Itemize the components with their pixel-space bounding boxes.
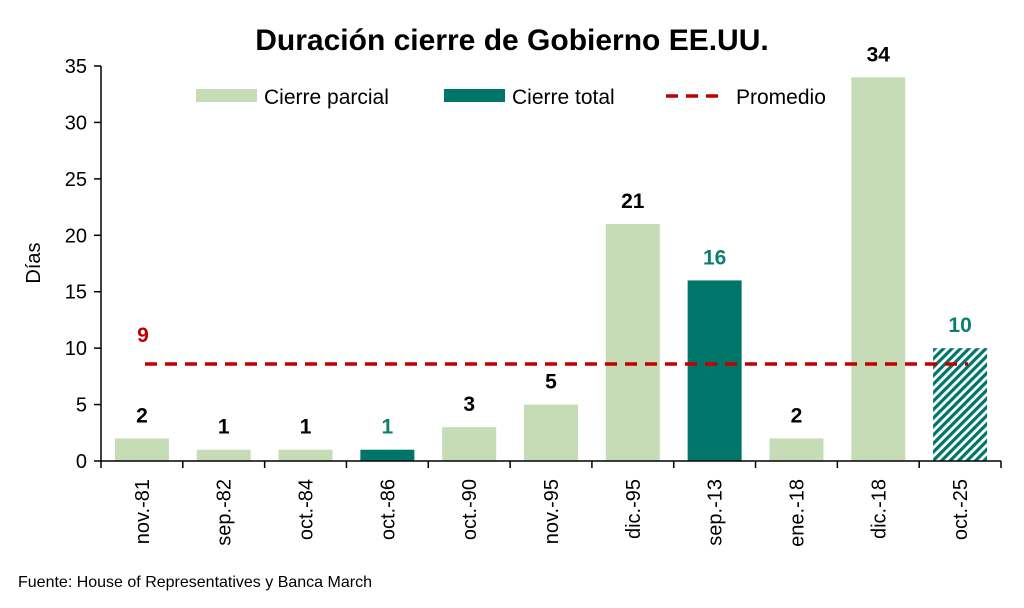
bar-oct.-86 <box>360 449 415 461</box>
data-label: 1 <box>218 416 230 439</box>
x-tick-label: dic.-18 <box>868 479 890 539</box>
y-tick-label: 5 <box>76 395 87 417</box>
data-label: 2 <box>791 404 803 427</box>
bar-oct.-84 <box>278 449 333 461</box>
y-tick-label: 10 <box>65 338 87 360</box>
bar-oct.-90 <box>442 427 497 461</box>
data-label: 1 <box>382 416 394 439</box>
data-label: 34 <box>867 43 891 66</box>
y-tick-label: 15 <box>65 282 87 304</box>
average-label: 9 <box>137 324 149 347</box>
y-tick-label: 25 <box>65 169 87 191</box>
x-tick-label: sep.-13 <box>705 479 727 546</box>
y-axis: 0 5 10 15 20 25 30 35 <box>65 56 102 473</box>
bar-oct.-25 <box>933 348 988 461</box>
x-tick-label: oct.-86 <box>377 479 399 540</box>
data-label: 16 <box>703 246 726 269</box>
data-label: 2 <box>136 404 148 427</box>
average-line-group: 9 <box>137 324 969 366</box>
data-label: 5 <box>545 371 557 394</box>
x-axis: nov.-81 sep.-82 oct.-84 oct.-86 oct.-90 nov.-… <box>100 460 1002 547</box>
bar-sep.-82 <box>196 449 251 461</box>
x-tick-label: nov.-95 <box>541 479 563 544</box>
y-tick-label: 20 <box>65 225 87 247</box>
x-tick-label: oct.-25 <box>950 479 972 540</box>
legend-label-cierre-total: Cierre total <box>512 86 615 109</box>
bar-ene.-18 <box>769 438 824 461</box>
x-tick-label: sep.-82 <box>214 479 236 546</box>
y-tick-label: 0 <box>76 451 87 473</box>
bar-dic.-18 <box>851 77 906 462</box>
bars <box>114 77 988 462</box>
y-tick-label: 35 <box>65 56 87 78</box>
data-label: 21 <box>621 190 645 213</box>
bar-sep.-13 <box>687 280 742 461</box>
data-label: 3 <box>463 393 475 416</box>
source-note: Fuente: House of Representatives y Banca… <box>18 574 372 591</box>
data-label: 1 <box>300 416 312 439</box>
chart-title: Duración cierre de Gobierno EE.UU. <box>255 24 768 57</box>
legend-swatch-cierre-total <box>444 89 505 102</box>
legend-label-promedio: Promedio <box>736 86 826 109</box>
legend-swatch-cierre-parcial <box>196 89 257 102</box>
bar-nov.-81 <box>114 438 169 461</box>
x-tick-label: dic.-95 <box>623 479 645 539</box>
x-tick-label: ene.-18 <box>786 479 808 547</box>
y-tick-label: 30 <box>65 112 87 134</box>
bar-dic.-95 <box>605 224 660 461</box>
x-tick-label: oct.-90 <box>459 479 481 540</box>
bar-nov.-95 <box>524 404 578 461</box>
x-tick-label: oct.-84 <box>296 479 318 540</box>
legend-label-cierre-parcial: Cierre parcial <box>264 86 389 109</box>
data-label: 10 <box>948 314 971 337</box>
legend: Cierre parcial Cierre total Promedio <box>196 86 826 109</box>
x-tick-label: nov.-81 <box>132 479 154 544</box>
y-axis-label: Días <box>23 242 45 283</box>
